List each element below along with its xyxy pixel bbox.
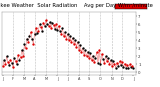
- Text: Milwaukee Weather  Solar Radiation    Avg per Day W/m²/minute: Milwaukee Weather Solar Radiation Avg pe…: [0, 3, 153, 8]
